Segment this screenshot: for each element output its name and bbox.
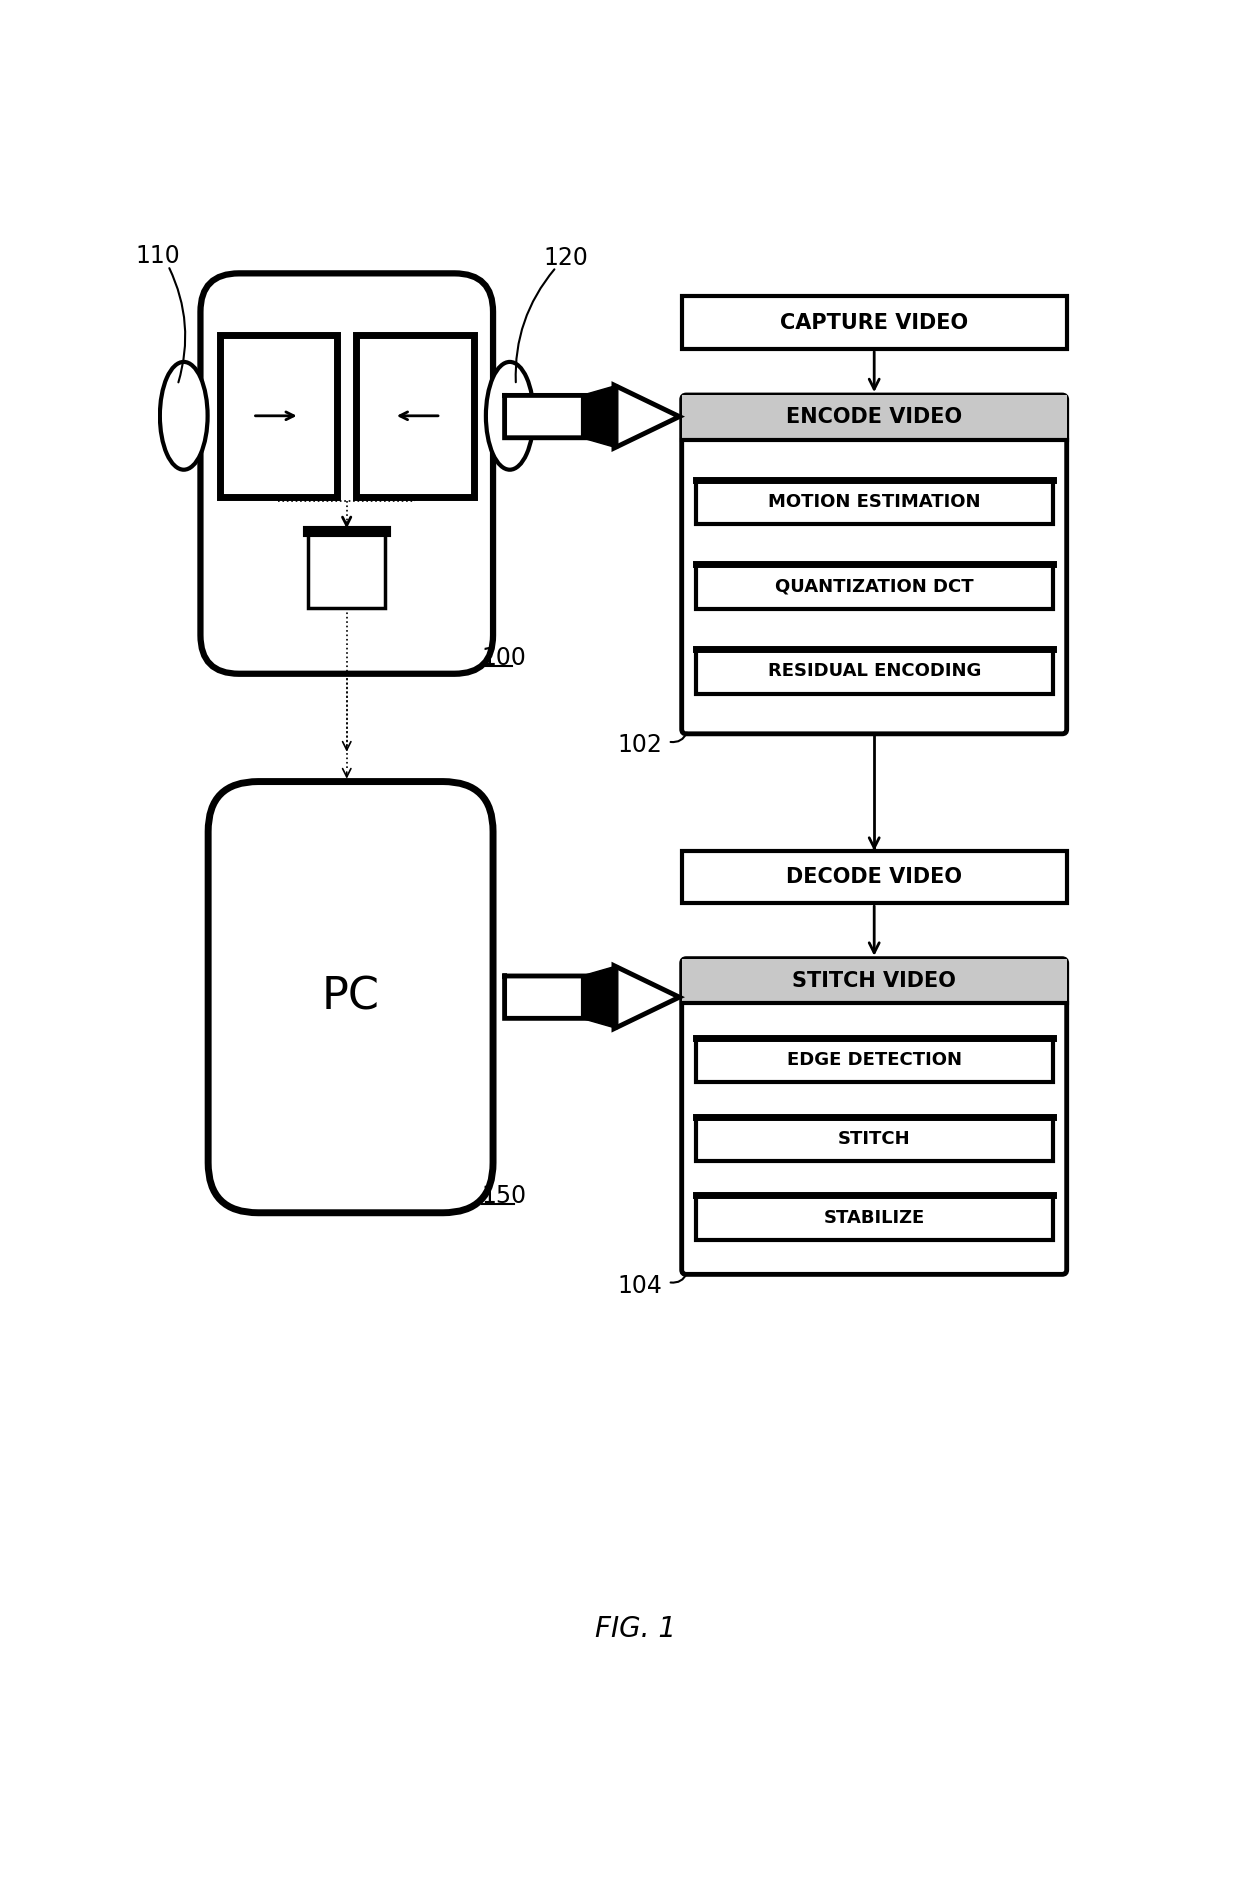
FancyArrowPatch shape	[671, 1274, 687, 1283]
Text: MOTION ESTIMATION: MOTION ESTIMATION	[768, 492, 981, 511]
Text: 110: 110	[135, 244, 181, 269]
FancyBboxPatch shape	[201, 273, 494, 674]
Bar	[696, 1117, 1053, 1160]
Text: EDGE DETECTION: EDGE DETECTION	[786, 1051, 962, 1070]
Polygon shape	[582, 384, 618, 449]
Text: 150: 150	[481, 1183, 527, 1208]
Text: 120: 120	[544, 246, 589, 271]
Text: FIG. 1: FIG. 1	[595, 1615, 676, 1643]
Bar	[682, 297, 1066, 348]
Text: CAPTURE VIDEO: CAPTURE VIDEO	[780, 312, 968, 333]
Text: 102: 102	[618, 733, 662, 757]
Text: ENCODE VIDEO: ENCODE VIDEO	[786, 407, 962, 428]
FancyArrowPatch shape	[671, 733, 687, 742]
Text: RESIDUAL ENCODING: RESIDUAL ENCODING	[768, 663, 981, 680]
Ellipse shape	[160, 362, 207, 469]
FancyBboxPatch shape	[682, 958, 1066, 1274]
Text: PC: PC	[321, 975, 379, 1018]
Bar	[696, 1037, 1053, 1083]
Bar	[682, 396, 1066, 439]
FancyBboxPatch shape	[208, 782, 494, 1213]
Ellipse shape	[486, 362, 533, 469]
Text: STABILIZE: STABILIZE	[823, 1210, 925, 1227]
Text: 100: 100	[481, 646, 526, 670]
Bar	[696, 564, 1053, 610]
Bar	[696, 479, 1053, 524]
Bar	[219, 335, 337, 496]
Polygon shape	[505, 965, 680, 1028]
Polygon shape	[582, 965, 618, 1028]
Text: 104: 104	[618, 1274, 662, 1299]
Text: STITCH VIDEO: STITCH VIDEO	[792, 971, 956, 992]
Bar	[696, 649, 1053, 693]
FancyArrowPatch shape	[516, 269, 554, 382]
FancyArrowPatch shape	[170, 269, 185, 382]
Bar	[682, 850, 1066, 903]
Bar	[682, 958, 1066, 1003]
Bar	[356, 335, 474, 496]
Text: QUANTIZATION DCT: QUANTIZATION DCT	[775, 577, 973, 596]
Text: STITCH: STITCH	[838, 1130, 910, 1147]
Bar	[696, 1196, 1053, 1240]
Text: DECODE VIDEO: DECODE VIDEO	[786, 867, 962, 888]
Bar	[309, 532, 386, 608]
Polygon shape	[505, 384, 680, 449]
FancyBboxPatch shape	[682, 396, 1066, 734]
